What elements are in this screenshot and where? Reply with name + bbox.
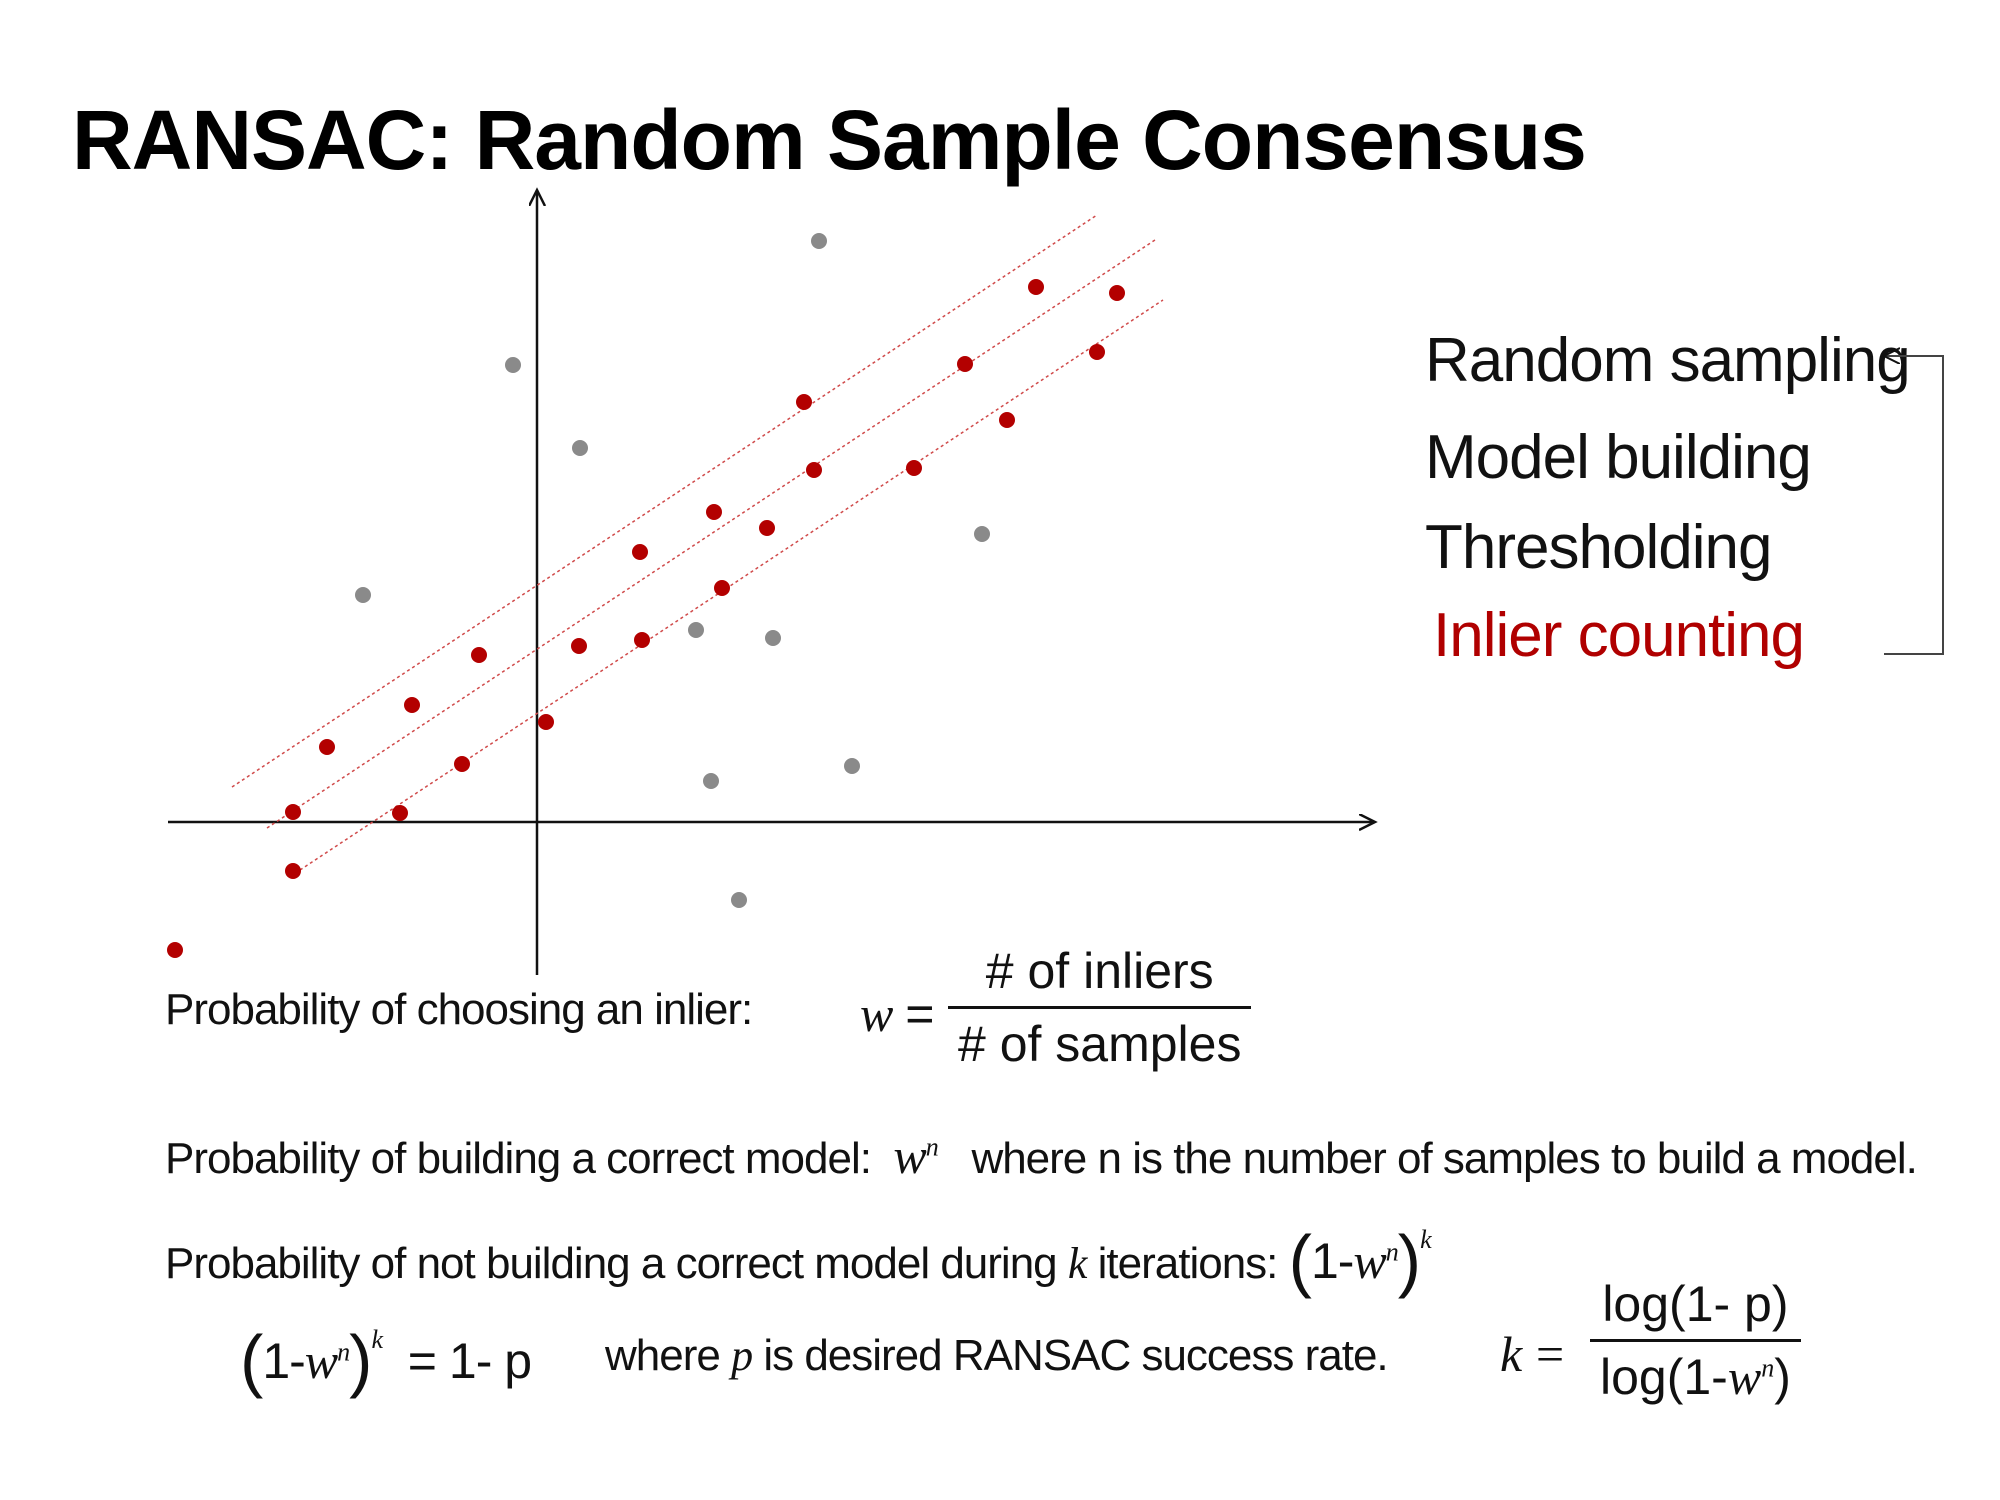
page-title: RANSAC: Random Sample Consensus [72, 93, 1587, 187]
threshold-line-upper [231, 214, 1098, 788]
inlier-point [392, 805, 408, 821]
outlier-point [844, 758, 860, 774]
w-power-n: wn [893, 1128, 938, 1184]
model-prob-line: Probability of building a correct model:… [165, 1127, 1918, 1185]
outlier-point [765, 630, 781, 646]
step-thresholding: Thresholding [1425, 513, 1772, 582]
outlier-point [355, 587, 371, 603]
outlier-point [811, 233, 827, 249]
fail-prob-expr: (1-wn)k [1288, 1221, 1432, 1299]
success-desc: where p is desired RANSAC success rate. [605, 1331, 1389, 1380]
inlier-prob-label: Probability of choosing an inlier: [165, 985, 753, 1034]
outlier-point [688, 622, 704, 638]
inlier-point [167, 942, 183, 958]
w-numerator: # of inliers [948, 942, 1252, 1009]
inlier-point [706, 504, 722, 520]
w-fraction: # of inliers # of samples [948, 942, 1252, 1073]
inlier-point [906, 460, 922, 476]
inlier-point [538, 714, 554, 730]
inlier-point [1028, 279, 1044, 295]
inlier-point [404, 697, 420, 713]
inlier-point [632, 544, 648, 560]
loop-arrow [1870, 340, 1944, 655]
fail-prob-line: Probability of not building a correct mo… [165, 1221, 1432, 1299]
k-numerator: log(1- p) [1590, 1275, 1801, 1342]
w-denominator: # of samples [958, 1016, 1242, 1072]
inlier-point [1109, 285, 1125, 301]
k-fraction: log(1- p) log(1-wn) [1590, 1275, 1801, 1406]
threshold-line-lower [299, 299, 1164, 871]
step-random-sampling: Random sampling [1425, 326, 1911, 395]
inlier-point [999, 412, 1015, 428]
inlier-point [634, 632, 650, 648]
inlier-point [285, 863, 301, 879]
inlier-point [319, 739, 335, 755]
inlier-point [759, 520, 775, 536]
inlier-point [1089, 344, 1105, 360]
model-prob-desc: where n is the number of samples to buil… [971, 1134, 1917, 1183]
inlier-point [471, 647, 487, 663]
k-denominator: log(1-wn) [1600, 1349, 1791, 1405]
inlier-point [806, 462, 822, 478]
inlier-point [285, 804, 301, 820]
model-line [266, 239, 1156, 829]
outlier-point [572, 440, 588, 456]
success-equation: (1-wn)k = 1- p [240, 1321, 532, 1399]
outlier-point [974, 526, 990, 542]
inlier-point [957, 356, 973, 372]
model-prob-label: Probability of building a correct model: [165, 1134, 872, 1183]
step-inlier-counting: Inlier counting [1433, 601, 1805, 670]
k-lhs: k = [1500, 1326, 1566, 1382]
inlier-point [714, 580, 730, 596]
inlier-point [454, 756, 470, 772]
outlier-point [731, 892, 747, 908]
w-equals: w = [860, 986, 934, 1042]
outlier-point [505, 357, 521, 373]
outlier-point [703, 773, 719, 789]
inlier-point [571, 638, 587, 654]
inlier-point [796, 394, 812, 410]
step-model-building: Model building [1425, 423, 1812, 492]
